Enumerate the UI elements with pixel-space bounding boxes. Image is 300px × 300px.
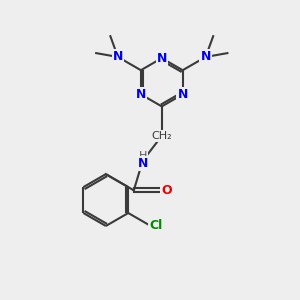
Text: H: H xyxy=(139,152,147,161)
Text: N: N xyxy=(113,50,123,64)
Text: N: N xyxy=(200,50,211,64)
Text: N: N xyxy=(157,52,167,64)
Text: Cl: Cl xyxy=(149,219,163,232)
Text: CH₂: CH₂ xyxy=(152,131,172,141)
Text: O: O xyxy=(161,184,172,197)
Text: N: N xyxy=(178,88,188,101)
Text: N: N xyxy=(136,88,146,101)
Text: N: N xyxy=(137,157,148,170)
